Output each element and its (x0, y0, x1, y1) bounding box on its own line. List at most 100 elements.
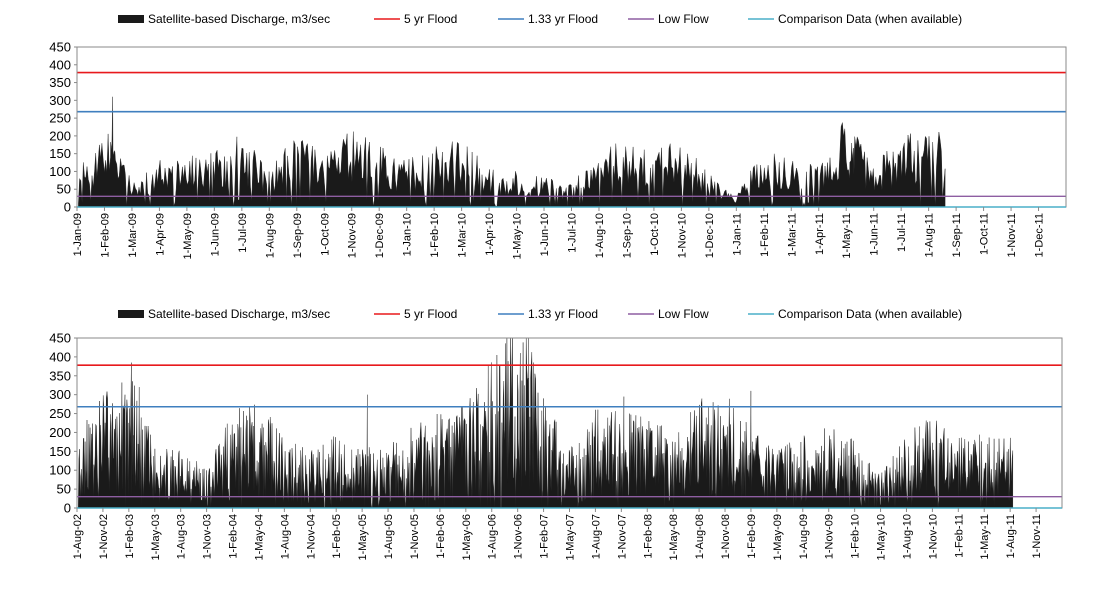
x-tick-label: 1-Jul-10 (567, 213, 579, 253)
x-tick-label: 1-Oct-09 (319, 213, 331, 256)
y-tick-label: 100 (49, 164, 71, 179)
x-tick-label: 1-May-10 (876, 514, 888, 560)
x-tick-label: 1-Nov-10 (676, 213, 688, 258)
x-tick-label: 1-Nov-11 (1006, 213, 1018, 257)
x-tick-label: 1-Sep-09 (292, 213, 304, 258)
x-tick-label: 1-Feb-05 (331, 514, 343, 559)
x-tick-label: 1-Nov-04 (305, 514, 317, 559)
x-tick-label: 1-Feb-06 (435, 514, 447, 559)
y-tick-label: 450 (49, 40, 71, 55)
x-tick-label: 1-Jun-10 (539, 213, 551, 256)
x-tick-label: 1-May-09 (772, 514, 784, 560)
legend-label: 5 yr Flood (404, 12, 457, 26)
x-tick-label: 1-Feb-11 (759, 213, 771, 257)
x-tick-label: 1-Mar-09 (127, 213, 139, 258)
discharge-area (78, 96, 946, 208)
x-tick-label: 1-Nov-06 (513, 514, 525, 559)
chart-2: Satellite-based Discharge, m3/sec 5 yr Fl… (49, 307, 1063, 560)
x-tick-label: 1-Nov-08 (720, 514, 732, 559)
legend-item: 5 yr Flood (374, 12, 457, 26)
legend-item: Comparison Data (when available) (748, 12, 962, 26)
x-tick-label: 1-May-04 (253, 514, 265, 560)
y-tick-label: 250 (49, 406, 71, 421)
x-tick-label: 1-Feb-03 (124, 514, 136, 559)
x-tick-label: 1-Sep-11 (951, 213, 963, 257)
x-tick-label: 1-Feb-09 (99, 213, 111, 258)
x-tick-label: 1-Mar-11 (786, 213, 798, 257)
x-tick-label: 1-Jan-09 (72, 213, 84, 256)
legend-item: 1.33 yr Flood (498, 307, 598, 321)
legend-label: Low Flow (658, 307, 709, 321)
x-tick-label: 1-Feb-11 (953, 514, 965, 558)
legend-item: Low Flow (628, 12, 709, 26)
y-tick-label: 150 (49, 444, 71, 459)
x-tick-label: 1-Feb-07 (539, 514, 551, 559)
x-tick-label: 1-Mar-10 (457, 213, 469, 258)
x-tick-label: 1-Feb-08 (642, 514, 654, 559)
legend-item: 1.33 yr Flood (498, 12, 598, 26)
x-tick-label: 1-May-11 (979, 514, 991, 560)
x-tick-label: 1-Oct-11 (979, 213, 991, 255)
legend: Satellite-based Discharge, m3/sec 5 yr Fl… (118, 12, 962, 26)
y-tick-label: 50 (57, 482, 71, 497)
x-tick-label: 1-Feb-10 (850, 514, 862, 559)
x-tick-label: 1-Aug-10 (594, 213, 606, 258)
x-tick-label: 1-Dec-09 (374, 213, 386, 258)
x-tick-label: 1-Aug-03 (176, 514, 188, 559)
x-tick-label: 1-Dec-11 (1034, 213, 1046, 257)
x-tick-label: 1-May-05 (357, 514, 369, 560)
y-tick-label: 450 (49, 331, 71, 346)
legend-label: 1.33 yr Flood (528, 12, 598, 26)
x-tick-label: 1-Aug-05 (383, 514, 395, 559)
x-tick-label: 1-Feb-09 (746, 514, 758, 559)
legend-item: Low Flow (628, 307, 709, 321)
legend-label: Comparison Data (when available) (778, 12, 962, 26)
y-tick-label: 0 (64, 501, 71, 516)
x-tick-label: 1-Jan-10 (402, 213, 414, 256)
x-tick-label: 1-Jun-11 (869, 213, 881, 256)
x-tick-label: 1-Aug-02 (72, 514, 84, 559)
y-tick-label: 0 (64, 200, 71, 215)
y-tick-label: 250 (49, 111, 71, 126)
x-axis: 1-Aug-02 1-Nov-02 1-Feb-03 1-May-03 1-Aug-03… (72, 508, 1043, 560)
x-tick-label: 1-Oct-10 (649, 213, 661, 256)
x-tick-label: 1-Nov-02 (98, 514, 110, 559)
y-tick-label: 350 (49, 75, 71, 90)
legend-label: Comparison Data (when available) (778, 307, 962, 321)
x-tick-label: 1-Nov-03 (202, 514, 214, 559)
y-tick-label: 200 (49, 425, 71, 440)
x-tick-label: 1-Apr-09 (154, 213, 166, 256)
x-tick-label: 1-May-11 (841, 213, 853, 259)
x-tick-label: 1-Jul-11 (896, 213, 908, 252)
x-tick-label: 1-May-10 (512, 213, 524, 259)
x-tick-label: 1-Jul-09 (237, 213, 249, 253)
y-tick-label: 400 (49, 57, 71, 72)
x-tick-label: 1-Apr-10 (484, 213, 496, 256)
x-tick-label: 1-Nov-09 (347, 213, 359, 258)
x-tick-label: 1-Aug-07 (590, 514, 602, 559)
x-tick-label: 1-Feb-04 (228, 514, 240, 559)
x-tick-label: 1-Aug-11 (1005, 514, 1017, 558)
x-axis: 1-Jan-09 1-Feb-09 1-Mar-09 1-Apr-09 1-May-09… (72, 207, 1046, 259)
y-tick-label: 50 (57, 182, 71, 197)
x-tick-label: 1-Nov-10 (927, 514, 939, 559)
y-tick-label: 350 (49, 368, 71, 383)
y-tick-label: 300 (49, 93, 71, 108)
x-tick-label: 1-May-08 (668, 514, 680, 560)
y-axis: 0 50 100 150 200 250 300 350 400 450 (49, 40, 77, 215)
legend-item: Comparison Data (when available) (748, 307, 962, 321)
x-tick-label: 1-Nov-05 (409, 514, 421, 559)
legend-label: 1.33 yr Flood (528, 307, 598, 321)
x-tick-label: 1-May-03 (150, 514, 162, 560)
x-tick-label: 1-May-06 (461, 514, 473, 560)
y-tick-label: 300 (49, 387, 71, 402)
x-tick-label: 1-May-09 (182, 213, 194, 259)
legend-label: Satellite-based Discharge, m3/sec (148, 12, 330, 26)
legend-label: Low Flow (658, 12, 709, 26)
legend: Satellite-based Discharge, m3/sec 5 yr Fl… (118, 307, 962, 321)
legend-swatch (118, 310, 144, 318)
legend-item: Satellite-based Discharge, m3/sec (118, 307, 330, 321)
x-tick-label: 1-May-07 (565, 514, 577, 560)
x-tick-label: 1-Nov-09 (824, 514, 836, 559)
